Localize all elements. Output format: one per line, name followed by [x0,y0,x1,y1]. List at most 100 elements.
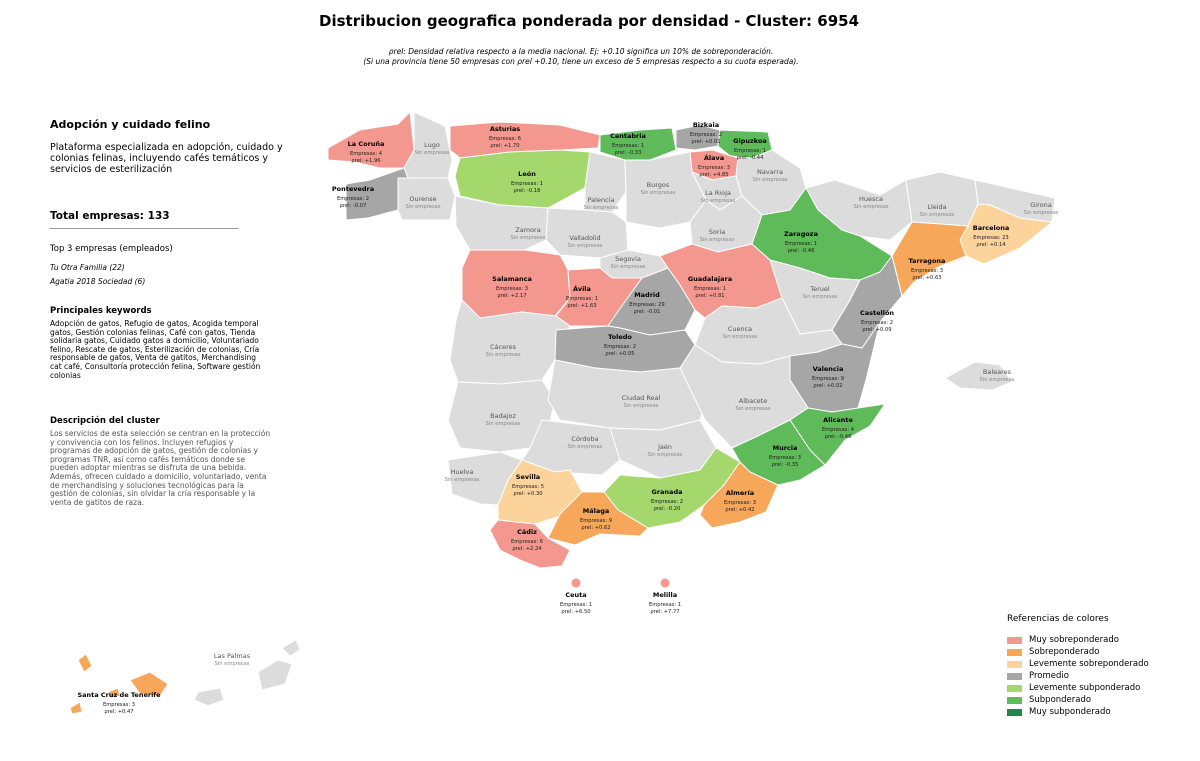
province-shape-cantabria[interactable] [599,127,677,161]
province-shape-las-palmas[interactable] [193,687,225,707]
legend-item: Sobreponderado [1007,646,1149,658]
legend-item: Subponderado [1007,694,1149,706]
province-name: Lugo [424,141,440,149]
province-no-data: Sin empresas [647,452,682,458]
province-shape-ceuta[interactable] [571,578,581,588]
province-shape-cadiz[interactable] [489,519,571,569]
province-density: ρrel: +0.30 [513,491,542,497]
province-density: ρrel: +7.77 [650,609,679,615]
province-no-data: Sin empresas [623,403,658,409]
province-shape-albacete[interactable] [679,344,809,449]
province-company-count: Empresas: 2 [604,344,636,350]
province-density: ρrel: +0.47 [104,709,133,715]
province-shape-salamanca[interactable] [461,249,571,319]
legend-swatch [1007,648,1022,656]
province-no-data: Sin empresas [699,237,734,243]
province-name: Cantabria [610,132,646,140]
province-name: Las Palmas [214,652,251,660]
province-shape-baleares[interactable] [944,361,1013,391]
province-no-data: Sin empresas [802,294,837,300]
province-name: Navarra [757,168,783,176]
province-name: Castellón [860,309,894,317]
province-company-count: Empresas: 2 [861,320,893,326]
province-company-count: Empresas: 29 [629,302,664,308]
province-shape-santa-cruz-de-tenerife[interactable] [107,687,121,699]
province-shape-malaga[interactable] [547,491,649,546]
province-density: ρrel: -0.33 [615,150,642,156]
province-no-data: Sin empresas [214,661,249,667]
legend-item: Muy sobreponderado [1007,634,1149,646]
province-density: ρrel: +0.09 [862,327,891,333]
province-company-count: Empresas: 1 [566,296,598,302]
province-shape-leon[interactable] [454,149,591,209]
cluster-description-heading: Descripción del cluster [50,416,160,426]
province-shape-santa-cruz-de-tenerife[interactable] [77,653,93,673]
province-name: Zaragoza [784,230,818,238]
province-density: ρrel: +2.17 [497,293,526,299]
province-company-count: Empresas: 9 [580,518,612,524]
legend-swatch [1007,708,1022,716]
province-shape-caceres[interactable] [449,299,571,385]
province-shape-asturias[interactable] [449,121,601,159]
province-no-data: Sin empresas [700,198,735,204]
province-no-data: Sin empresas [567,243,602,249]
province-shape-melilla[interactable] [660,578,670,588]
province-no-data: Sin empresas [610,264,645,270]
color-legend: Referencias de colores Muy sobreponderad… [1007,614,1149,718]
province-density: ρrel: -0.20 [654,506,681,512]
province-name: La Coruña [348,140,385,148]
province-shape-zamora[interactable] [454,195,549,251]
province-company-count: Empresas: 1 [694,286,726,292]
province-company-count: Empresas: 1 [560,602,592,608]
legend-label: Muy subponderado [1029,707,1111,717]
total-companies: Total empresas: 133 [50,210,170,222]
legend-swatch [1007,636,1022,644]
province-name: Salamanca [492,275,532,283]
province-no-data: Sin empresas [1023,210,1058,216]
province-shape-las-palmas[interactable] [257,659,293,691]
province-no-data: Sin empresas [510,235,545,241]
province-name: Pontevedra [332,185,374,193]
province-name: Segovia [615,255,641,263]
province-name: Almería [726,489,754,497]
legend-item: Promedio [1007,670,1149,682]
province-name: Álava [704,153,724,162]
province-shapes [69,111,1056,715]
legend-label: Levemente sobreponderado [1029,659,1149,669]
legend-label: Sobreponderado [1029,647,1100,657]
province-name: Santa Cruz de Tenerife [77,691,161,699]
province-no-data: Sin empresas [405,204,440,210]
legend-swatch [1007,672,1022,680]
province-company-count: Empresas: 2 [337,196,369,202]
province-no-data: Sin empresas [444,477,479,483]
province-company-count: Empresas: 4 [822,427,855,433]
province-density: ρrel: +0.05 [605,351,634,357]
province-name: Ceuta [565,591,586,599]
province-company-count: Empresas: 6 [511,539,543,545]
province-name: Baleares [983,368,1012,376]
top-company-2: Agatia 2018 Sociedad (6) [50,277,146,286]
province-shape-las-palmas[interactable] [281,639,301,657]
province-name: Cáceres [490,343,517,351]
province-company-count: Empresas: 1 [511,181,543,187]
province-no-data: Sin empresas [735,406,770,412]
province-name: Teruel [809,285,830,293]
legend-item: Levemente sobreponderado [1007,658,1149,670]
density-note-line2: (Si una provincia tiene 50 empresas con … [363,57,799,66]
legend-item: Muy subponderado [1007,706,1149,718]
province-shape-santa-cruz-de-tenerife[interactable] [69,701,83,715]
province-shape-valladolid[interactable] [545,207,629,259]
province-no-data: Sin empresas [722,334,757,340]
legend-title: Referencias de colores [1007,614,1109,624]
province-shape-ourense[interactable] [397,177,456,221]
province-name: Sevilla [516,473,540,481]
legend-label: Promedio [1029,671,1069,681]
province-name: Valladolid [569,234,600,242]
province-density: ρrel: +0.14 [976,242,1006,248]
province-shape-santa-cruz-de-tenerife[interactable] [129,671,169,697]
province-shape-almeria[interactable] [699,461,779,529]
legend-label: Muy sobreponderado [1029,635,1119,645]
province-density: ρrel: +1.70 [490,143,519,149]
province-name: Madrid [634,291,660,299]
